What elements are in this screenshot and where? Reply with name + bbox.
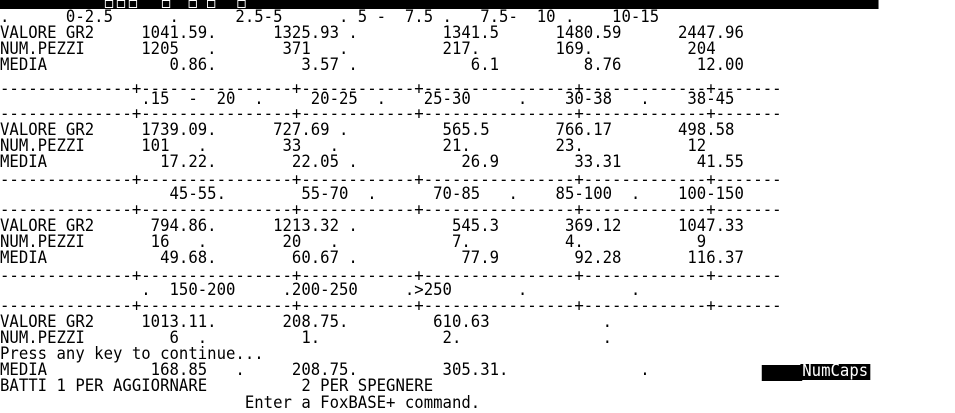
range-header: 45-55. 55-70 . 70-85 . 85-100 . 100-150 <box>0 184 744 204</box>
separator-line: --------------+----------------+--------… <box>0 200 782 220</box>
grid-icon[interactable] <box>116 0 126 8</box>
separator-line: --------------+----------------+--------… <box>0 266 782 286</box>
num-pezzi-row: NUM.PEZZI 6 . 1. 2. . <box>0 328 613 348</box>
num-pezzi-row: NUM.PEZZI 101 . 33 . 21. 23. 12 <box>0 136 707 156</box>
command-line[interactable]: Enter a FoxBASE+ command. <box>0 393 481 413</box>
separator-line: --------------+----------------+--------… <box>0 104 782 124</box>
valore-row: VALORE GR2 1739.09. 727.69 . 565.5 766.1… <box>0 120 735 140</box>
separator-line: --------------+----------------+--------… <box>0 296 782 316</box>
numcaps-indicator: NumCaps <box>800 361 871 381</box>
menu-icon[interactable] <box>104 0 114 8</box>
range-header: . 0-2.5 . 2.5-5 . 5 - 7.5 . 7.5- 10 . 10… <box>0 7 660 27</box>
separator-line: --------------+----------------+--------… <box>0 79 782 99</box>
media-row: MEDIA 17.22. 22.05 . 26.9 33.31 41.55 <box>0 152 744 172</box>
print-icon[interactable] <box>161 0 171 8</box>
media-row: MEDIA 168.85 . 208.75. 305.31. . <box>0 360 650 380</box>
continue-prompt: Press any key to continue... <box>0 344 264 364</box>
media-row: MEDIA 0.86. 3.57 . 6.1 8.76 12.00 <box>0 55 744 75</box>
num-pezzi-row: NUM.PEZZI 1205 . 371 . 217. 169. 204 <box>0 39 716 59</box>
valore-row: VALORE GR2 1013.11. 208.75. 610.63 . <box>0 312 613 332</box>
valore-row: VALORE GR2 1041.59. 1325.93 . 1341.5 148… <box>0 23 744 43</box>
separator-line: --------------+----------------+--------… <box>0 170 782 190</box>
help-icon[interactable] <box>237 0 246 8</box>
foxbase-console: . 0-2.5 . 2.5-5 . 5 - 7.5 . 7.5- 10 . 10… <box>0 0 879 413</box>
status-bar-block <box>761 365 803 381</box>
save-icon[interactable] <box>128 0 138 8</box>
menu-instructions: BATTI 1 PER AGGIORNARE 2 PER SPEGNERE <box>0 376 434 396</box>
range-header: .15 - 20 . 20-25 . 25-30 . 30-38 . 38-45 <box>0 89 735 109</box>
copy-icon[interactable] <box>188 0 197 8</box>
title-toolbar <box>0 0 879 9</box>
media-row: MEDIA 49.68. 60.67 . 77.9 92.28 116.37 <box>0 248 744 268</box>
valore-row: VALORE GR2 794.86. 1213.32 . 545.3 369.1… <box>0 216 744 236</box>
paste-icon[interactable] <box>207 0 216 8</box>
num-pezzi-row: NUM.PEZZI 16 . 20 . 7. 4. 9 <box>0 232 707 252</box>
range-header: . 150-200 .200-250 .>250 . . <box>0 280 641 300</box>
